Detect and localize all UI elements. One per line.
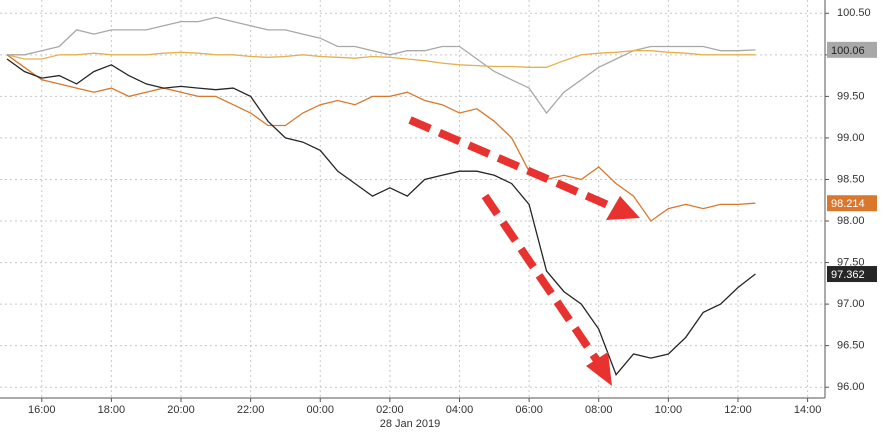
y-tick-label: 96.50 [837,340,865,352]
end-label: 100.06 [831,45,865,57]
x-tick-label: 04:00 [446,404,474,416]
x-tick-label: 00:00 [306,404,334,416]
end-label: 97.362 [831,269,865,281]
arrow-head [606,196,640,220]
y-tick-label: 100.50 [837,7,871,19]
series-line [6,50,756,68]
date-label: 28 Jan 2019 [380,418,441,430]
y-tick-label: 97.00 [837,298,865,310]
arrow-head [586,352,612,386]
x-tick-label: 06:00 [515,404,543,416]
x-tick-label: 16:00 [28,404,56,416]
x-tick-label: 22:00 [237,404,265,416]
y-tick-label: 99.00 [837,132,865,144]
y-tick-label: 98.50 [837,173,865,185]
end-label-box [827,195,877,212]
x-tick-label: 08:00 [585,404,613,416]
x-tick-label: 18:00 [98,404,126,416]
y-tick-label: 97.50 [837,256,865,268]
series-line [7,16,756,115]
grid-layer [0,0,829,402]
annotation-arrows [408,116,640,386]
end-label: 98.214 [831,198,865,210]
end-label-box [827,266,877,283]
x-tick-label: 20:00 [167,404,195,416]
series-line [6,58,756,376]
y-tick-label: 98.00 [837,215,865,227]
x-tick-label: 10:00 [655,404,683,416]
x-tick-label: 02:00 [376,404,404,416]
y-tick-label: 96.00 [837,381,865,393]
x-tick-label: 14:00 [794,404,822,416]
arrow-shaft [408,116,617,212]
y-tick-label: 99.50 [837,90,865,102]
series-line [6,54,756,222]
line-layer [6,16,756,376]
label-layer: 96.00 96.50 97.00 97.50 98.00 98.50 99.00 99.50… [28,7,877,416]
end-label-box [827,41,877,58]
x-tick-label: 12:00 [724,404,752,416]
arrow-shaft [481,193,602,365]
